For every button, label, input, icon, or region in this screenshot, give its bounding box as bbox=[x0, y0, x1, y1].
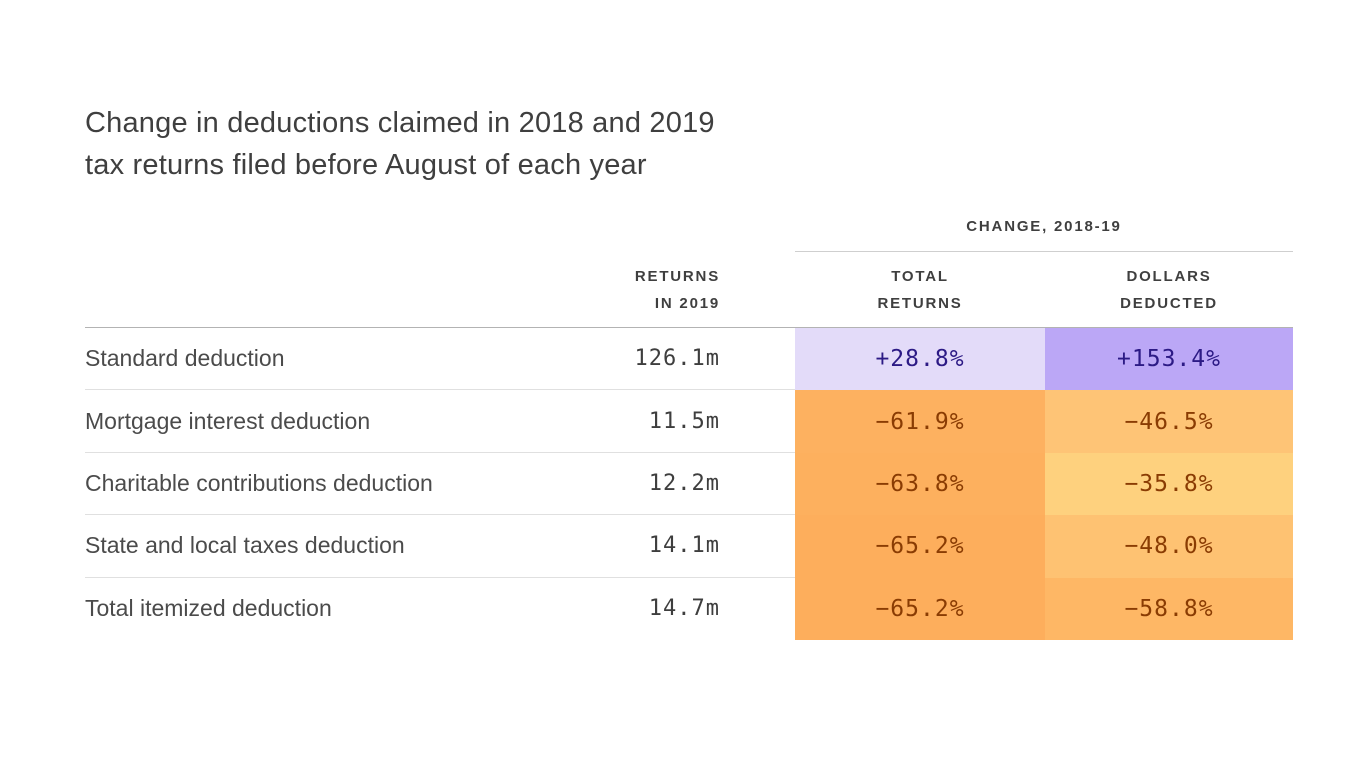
deductions-table: CHANGE, 2018-19 RETURNS IN 2019 TOTAL RE… bbox=[85, 210, 1293, 640]
change-dollars-deducted-cell: −48.0% bbox=[1045, 515, 1293, 578]
change-total-returns-cell: −61.9% bbox=[795, 390, 1045, 453]
returns-2019-value: 14.7m bbox=[648, 596, 720, 622]
row-spacer bbox=[720, 578, 795, 640]
row-label: Mortgage interest deduction bbox=[85, 390, 600, 453]
chart-title-line1: Change in deductions claimed in 2018 and… bbox=[85, 107, 715, 139]
change-dollars-deducted-cell: +153.4% bbox=[1045, 328, 1293, 391]
returns-2019-value: 12.2m bbox=[600, 453, 720, 516]
row-spacer bbox=[720, 453, 795, 516]
row-label: Total itemized deduction bbox=[85, 595, 332, 622]
row-label: State and local taxes deduction bbox=[85, 515, 600, 578]
row-spacer bbox=[720, 515, 795, 578]
column-header-total-returns: TOTAL RETURNS bbox=[795, 252, 1045, 328]
chart-title: Change in deductions claimed in 2018 and… bbox=[85, 102, 715, 186]
returns-2019-value: 11.5m bbox=[600, 390, 720, 453]
header-spacer bbox=[85, 252, 600, 328]
returns-2019-value: 126.1m bbox=[600, 328, 720, 391]
group-header-change: CHANGE, 2018-19 bbox=[795, 210, 1293, 252]
returns-2019-value: 14.1m bbox=[600, 515, 720, 578]
change-total-returns-cell: +28.8% bbox=[795, 328, 1045, 391]
change-dollars-deducted-cell: −58.8% bbox=[1045, 577, 1293, 640]
column-header-returns-2019: RETURNS IN 2019 bbox=[600, 252, 720, 328]
header-spacer bbox=[720, 252, 795, 328]
row-spacer bbox=[720, 390, 795, 453]
change-dollars-deducted-cell: −46.5% bbox=[1045, 390, 1293, 453]
change-dollars-deducted-cell: −35.8% bbox=[1045, 452, 1293, 516]
row-label: Standard deduction bbox=[85, 328, 600, 391]
header-spacer bbox=[85, 210, 795, 252]
row-spacer bbox=[720, 328, 795, 391]
change-total-returns-cell: −65.2% bbox=[795, 515, 1045, 578]
row-label: Charitable contributions deduction bbox=[85, 453, 600, 516]
change-total-returns-cell: −63.8% bbox=[795, 452, 1045, 516]
change-total-returns-cell: −65.2% bbox=[795, 577, 1045, 640]
column-header-dollars-deducted: DOLLARS DEDUCTED bbox=[1045, 252, 1293, 328]
chart-title-line2: tax returns filed before August of each … bbox=[85, 149, 647, 181]
